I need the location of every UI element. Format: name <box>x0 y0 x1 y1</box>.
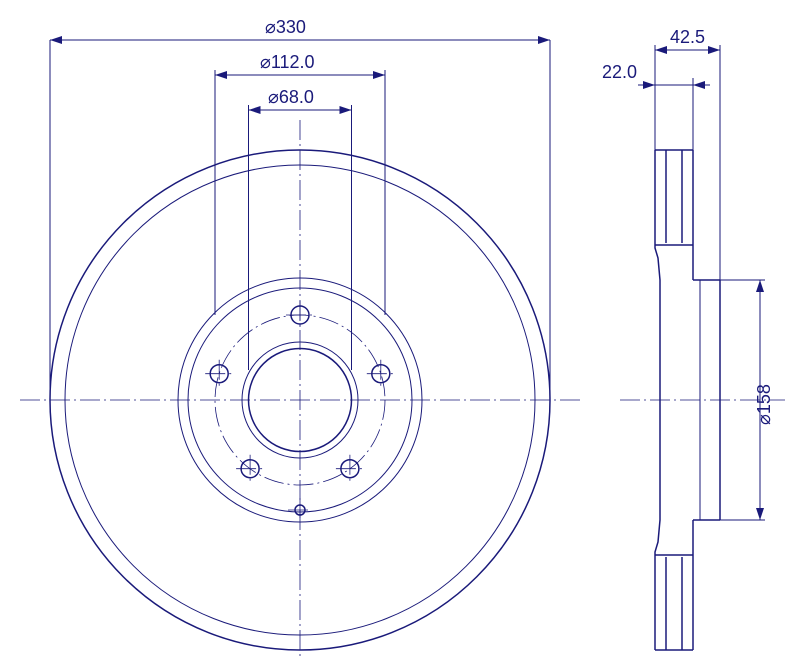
label-hat-diameter: ⌀158 <box>754 384 774 425</box>
side-view: 42.5 22.0 ⌀158 <box>602 27 785 650</box>
label-thickness: 22.0 <box>602 62 637 82</box>
label-bolt-circle: ⌀112.0 <box>260 52 315 72</box>
front-view: ⌀330 ⌀112.0 ⌀68.0 <box>20 17 580 660</box>
label-bore: ⌀68.0 <box>268 87 314 107</box>
label-outer-diameter: ⌀330 <box>265 17 306 37</box>
label-total-width: 42.5 <box>670 27 705 47</box>
technical-drawing: ⌀330 ⌀112.0 ⌀68.0 <box>0 0 800 662</box>
